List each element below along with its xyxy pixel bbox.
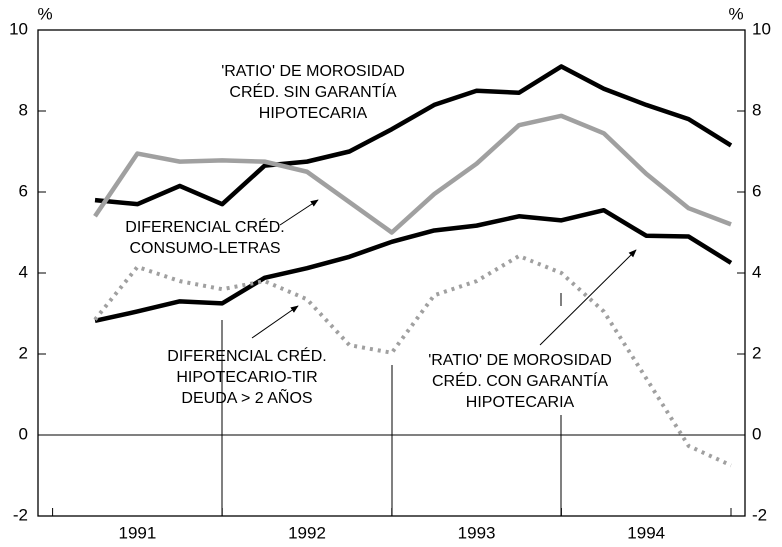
annotation: CRÉD. CON GARANTÍA (432, 371, 608, 390)
series-line (94, 207, 733, 323)
y2-tick-label: 2 (752, 343, 761, 362)
annotation: HIPOTECARIA (466, 394, 575, 411)
series-line (93, 253, 732, 468)
series-line (94, 64, 733, 207)
x-tick-label: 1993 (458, 523, 496, 542)
annotation: CRÉD. SIN GARANTÍA (229, 82, 396, 101)
annotation: HIPOTECARIO-TIR (176, 369, 317, 386)
series-line (93, 113, 732, 235)
y-unit: % (37, 4, 52, 23)
annotation: 'RATIO' DE MOROSIDAD (221, 63, 405, 80)
y2-tick-label: 4 (752, 262, 761, 281)
y-tick-label: 4 (19, 262, 28, 281)
y-tick-label: 8 (19, 100, 28, 119)
arrows (251, 199, 637, 346)
y-tick-label: 10 (9, 19, 28, 38)
separators (221, 293, 562, 516)
annotation: CONSUMO-LETRAS (129, 240, 280, 257)
y2-tick-label: 6 (752, 181, 761, 200)
annotation: DEUDA > 2 AÑOS (181, 387, 312, 407)
y2-tick-label: 10 (752, 19, 771, 38)
x-tick-label: 1992 (288, 523, 326, 542)
annotation: DIFERENCIAL CRÉD. (125, 217, 284, 236)
y2-tick-label: 0 (752, 424, 761, 443)
annotation: HIPOTECARIA (259, 105, 368, 122)
x-tick-label: 1991 (118, 523, 156, 542)
annotation: DIFERENCIAL CRÉD. (167, 346, 326, 365)
annotation: 'RATIO' DE MOROSIDAD (428, 352, 612, 369)
y-tick-label: -2 (13, 505, 28, 524)
y2-unit: % (728, 4, 743, 23)
y2-tick-label: -2 (752, 505, 767, 524)
y-tick-label: 6 (19, 181, 28, 200)
x-tick-label: 1994 (627, 523, 665, 542)
y2-tick-label: 8 (752, 100, 761, 119)
y-tick-label: 2 (19, 343, 28, 362)
y-tick-label: 0 (19, 424, 28, 443)
